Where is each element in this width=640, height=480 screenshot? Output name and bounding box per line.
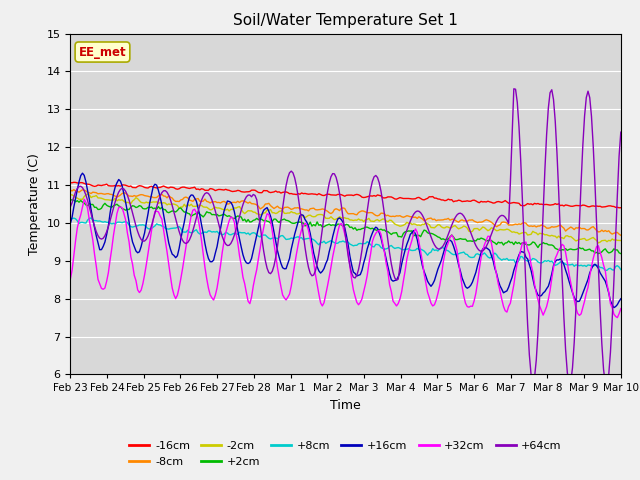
Line: -16cm: -16cm xyxy=(70,182,621,208)
+64cm xyxy=(461,216,469,222)
+8cm xyxy=(87,215,95,221)
X-axis label: Time: Time xyxy=(330,399,361,412)
-2cm xyxy=(595,240,602,246)
Line: -8cm: -8cm xyxy=(70,190,621,235)
+8cm xyxy=(148,226,156,231)
Line: +2cm: +2cm xyxy=(70,200,621,253)
-2cm xyxy=(463,225,471,231)
+16cm xyxy=(610,305,618,311)
Text: EE_met: EE_met xyxy=(79,46,126,59)
+32cm xyxy=(614,315,621,321)
-2cm xyxy=(552,233,559,239)
+2cm xyxy=(550,243,557,249)
+32cm xyxy=(67,276,74,282)
Line: +8cm: +8cm xyxy=(70,218,621,270)
+16cm xyxy=(552,259,559,264)
+32cm xyxy=(520,240,528,246)
-2cm xyxy=(148,200,156,205)
+32cm xyxy=(552,255,559,261)
+2cm xyxy=(617,251,625,256)
+64cm xyxy=(520,241,528,247)
-8cm xyxy=(353,212,361,218)
+32cm xyxy=(617,306,625,312)
+8cm xyxy=(602,267,609,273)
+64cm xyxy=(455,211,463,216)
-16cm xyxy=(463,198,471,204)
+8cm xyxy=(552,263,559,268)
-16cm xyxy=(456,198,464,204)
-8cm xyxy=(456,218,464,224)
-2cm xyxy=(67,192,74,198)
+64cm xyxy=(510,86,518,92)
Y-axis label: Temperature (C): Temperature (C) xyxy=(28,153,41,255)
+16cm xyxy=(79,170,86,176)
-8cm xyxy=(463,218,471,224)
+8cm xyxy=(67,216,74,222)
+32cm xyxy=(148,228,156,234)
+8cm xyxy=(520,256,528,262)
Line: +64cm: +64cm xyxy=(70,89,621,385)
+8cm xyxy=(353,242,361,248)
+16cm xyxy=(520,250,528,255)
-8cm xyxy=(520,220,528,226)
+8cm xyxy=(463,252,471,257)
+2cm xyxy=(518,240,526,246)
-2cm xyxy=(617,238,625,243)
+64cm xyxy=(552,118,559,124)
-16cm xyxy=(70,180,77,185)
+16cm xyxy=(463,285,471,291)
-16cm xyxy=(353,192,361,197)
-2cm xyxy=(353,217,361,223)
-2cm xyxy=(456,225,464,231)
-8cm xyxy=(67,187,74,193)
Title: Soil/Water Temperature Set 1: Soil/Water Temperature Set 1 xyxy=(233,13,458,28)
-8cm xyxy=(552,224,559,230)
+2cm xyxy=(146,204,154,210)
+64cm xyxy=(351,275,359,281)
+16cm xyxy=(67,221,74,227)
+2cm xyxy=(67,197,74,203)
Line: -2cm: -2cm xyxy=(70,194,621,243)
+8cm xyxy=(456,250,464,256)
+2cm xyxy=(455,236,463,242)
Line: +32cm: +32cm xyxy=(70,199,621,318)
+2cm xyxy=(351,225,359,230)
-2cm xyxy=(520,229,528,235)
-8cm xyxy=(148,194,156,200)
-16cm xyxy=(615,205,623,211)
+2cm xyxy=(461,236,469,242)
+32cm xyxy=(463,304,471,310)
+16cm xyxy=(456,268,464,274)
Legend: -16cm, -8cm, -2cm, +2cm, +8cm, +16cm, +32cm, +64cm: -16cm, -8cm, -2cm, +2cm, +8cm, +16cm, +3… xyxy=(125,437,566,471)
+64cm xyxy=(617,129,625,135)
+32cm xyxy=(456,271,464,276)
-16cm xyxy=(617,205,625,211)
+64cm xyxy=(603,383,611,388)
Line: +16cm: +16cm xyxy=(70,173,621,308)
+32cm xyxy=(353,300,361,305)
-2cm xyxy=(84,191,92,197)
+8cm xyxy=(617,267,625,273)
-16cm xyxy=(520,203,528,209)
-16cm xyxy=(552,201,559,206)
-8cm xyxy=(617,232,625,238)
+64cm xyxy=(67,204,74,210)
+32cm xyxy=(81,196,88,202)
+16cm xyxy=(353,273,361,279)
+16cm xyxy=(148,192,156,197)
+64cm xyxy=(146,228,154,234)
-16cm xyxy=(148,183,156,189)
-16cm xyxy=(67,180,74,186)
+16cm xyxy=(617,296,625,301)
-8cm xyxy=(70,187,77,192)
